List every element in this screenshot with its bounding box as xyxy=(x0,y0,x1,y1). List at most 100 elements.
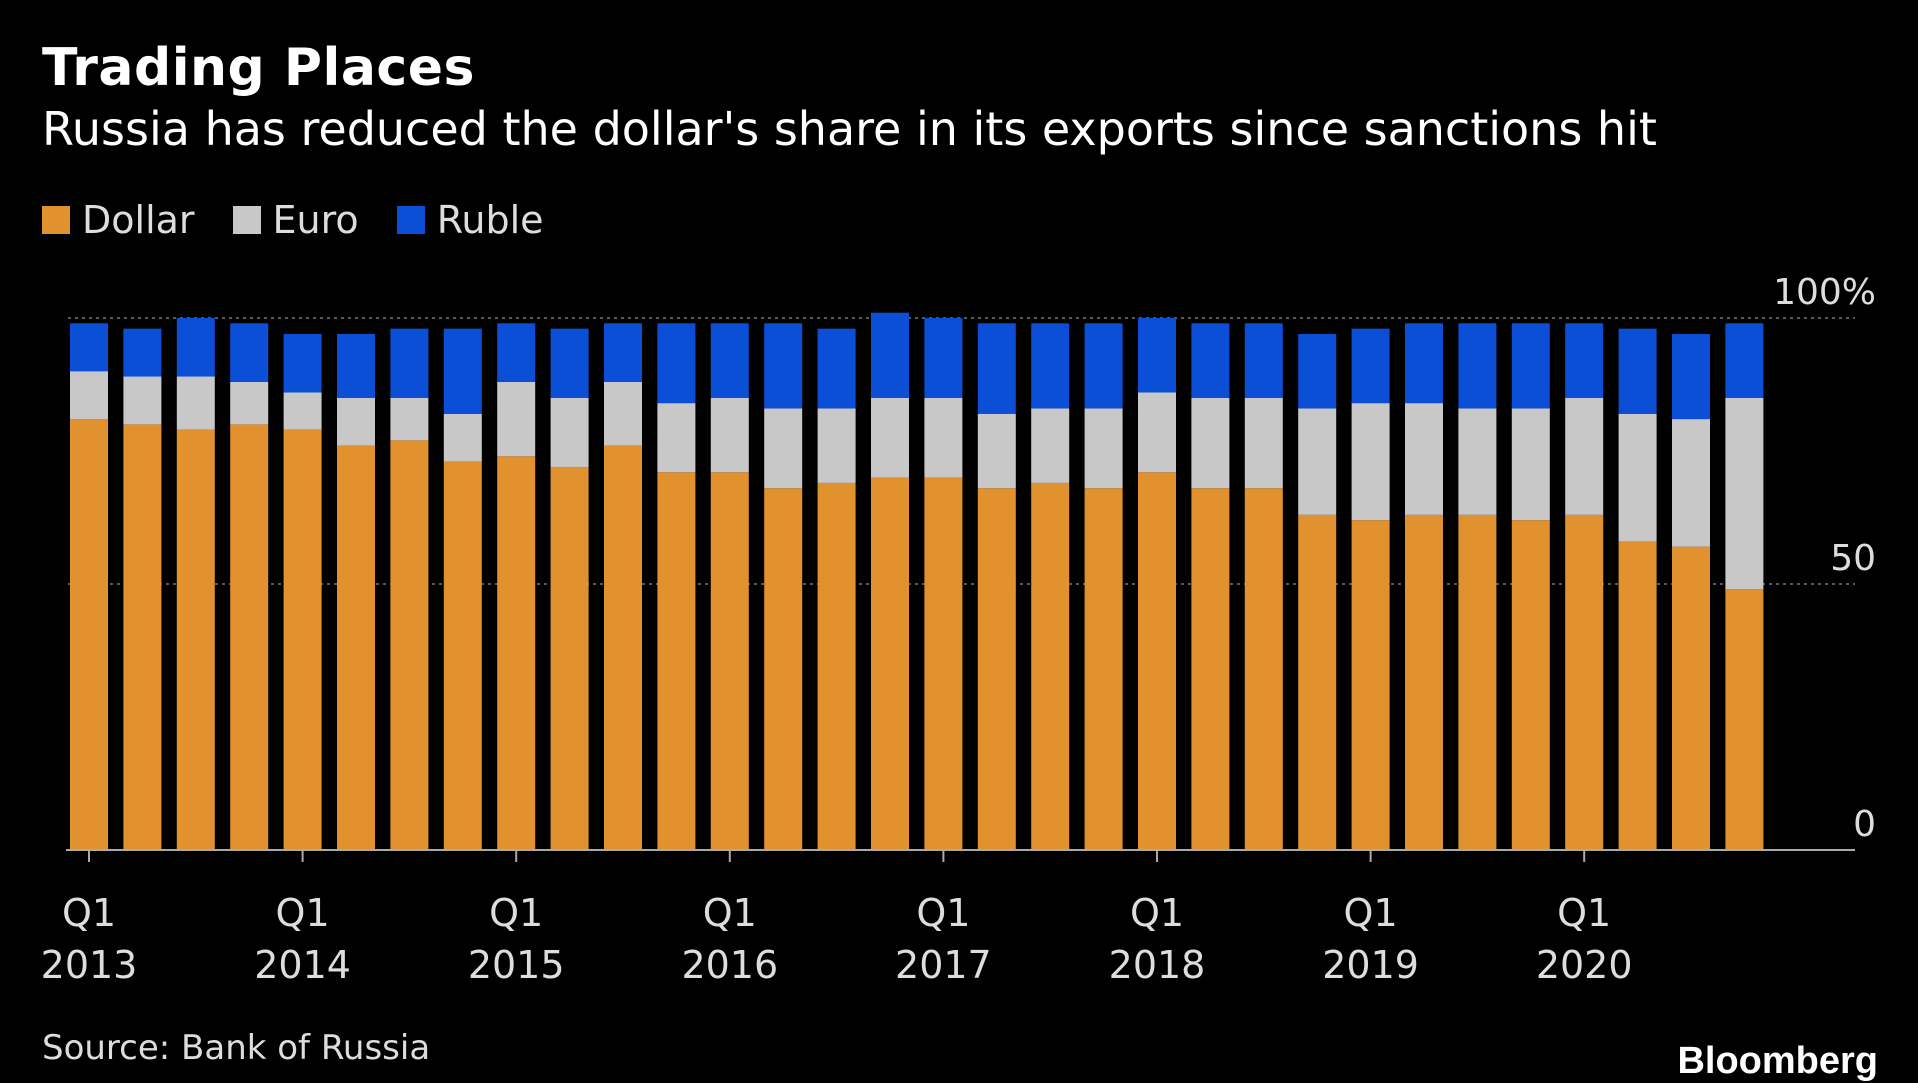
source-note: Source: Bank of Russia xyxy=(42,1028,431,1068)
x-tick-label-q-2018: Q1 xyxy=(1130,891,1184,935)
legend-label-ruble: Ruble xyxy=(436,198,544,242)
bar-dollar-22 xyxy=(1191,488,1230,850)
bar-dollar-20 xyxy=(1084,488,1123,850)
bar-ruble-17 xyxy=(924,318,963,398)
bloomberg-logo: Bloomberg xyxy=(1677,1040,1878,1082)
x-tick-label-year-2014: 2014 xyxy=(254,943,351,987)
bar-euro-26 xyxy=(1405,403,1443,515)
bar-dollar-17 xyxy=(924,477,963,850)
bar-ruble-15 xyxy=(817,328,856,409)
bar-ruble-5 xyxy=(283,333,322,393)
bar-ruble-8 xyxy=(443,328,482,414)
x-tick-label-q-2015: Q1 xyxy=(489,891,543,935)
bar-ruble-29 xyxy=(1565,323,1604,398)
bar-ruble-26 xyxy=(1405,323,1443,404)
y-tick-label-100: 100% xyxy=(1773,272,1876,313)
bar-euro-23 xyxy=(1244,397,1283,489)
bar-euro-25 xyxy=(1351,403,1390,521)
x-tick-label-q-2016: Q1 xyxy=(703,891,757,935)
bar-dollar-16 xyxy=(871,477,909,850)
legend-item-dollar: Dollar xyxy=(42,198,195,242)
bar-euro-17 xyxy=(924,397,963,478)
bar-euro-28 xyxy=(1511,408,1550,521)
x-tick-label-year-2015: 2015 xyxy=(468,943,565,987)
bar-dollar-4 xyxy=(230,424,269,850)
x-tick-label-year-2019: 2019 xyxy=(1322,943,1419,987)
bar-euro-27 xyxy=(1458,408,1497,515)
bar-euro-19 xyxy=(1031,408,1070,483)
bar-euro-11 xyxy=(604,381,642,446)
bar-euro-2 xyxy=(123,376,162,425)
x-tick-label-year-2017: 2017 xyxy=(895,943,992,987)
bar-dollar-7 xyxy=(390,440,429,850)
bar-euro-29 xyxy=(1565,397,1604,515)
bar-dollar-12 xyxy=(657,472,696,850)
bar-euro-9 xyxy=(497,381,536,457)
bar-dollar-31 xyxy=(1672,546,1710,850)
bar-euro-21 xyxy=(1138,392,1176,473)
bar-dollar-14 xyxy=(764,488,803,850)
bar-dollar-25 xyxy=(1351,520,1390,850)
bar-dollar-9 xyxy=(497,456,536,850)
bar-dollar-32 xyxy=(1725,589,1764,850)
bar-ruble-11 xyxy=(604,323,642,382)
chart-title: Trading Places xyxy=(42,38,475,98)
bar-euro-4 xyxy=(230,381,269,425)
bar-euro-16 xyxy=(871,397,909,478)
chart-subtitle: Russia has reduced the dollar's share in… xyxy=(42,102,1657,156)
x-tick-label-q-2019: Q1 xyxy=(1344,891,1398,935)
bar-dollar-15 xyxy=(817,482,856,850)
bar-ruble-20 xyxy=(1084,323,1123,409)
bar-euro-32 xyxy=(1725,397,1764,590)
bar-euro-6 xyxy=(337,397,375,446)
x-tick-label-q-2014: Q1 xyxy=(276,891,330,935)
bar-euro-12 xyxy=(657,403,696,473)
bar-ruble-24 xyxy=(1298,333,1337,409)
bar-ruble-22 xyxy=(1191,323,1230,398)
bar-euro-8 xyxy=(443,413,482,462)
bar-dollar-8 xyxy=(443,461,482,850)
bar-dollar-6 xyxy=(337,445,375,850)
bar-ruble-32 xyxy=(1725,323,1764,398)
bar-euro-1 xyxy=(70,371,108,420)
bar-ruble-25 xyxy=(1351,328,1390,404)
bar-dollar-13 xyxy=(710,472,749,850)
bar-euro-13 xyxy=(710,397,749,473)
bar-dollar-24 xyxy=(1298,514,1337,850)
bar-dollar-28 xyxy=(1511,520,1550,850)
bar-euro-24 xyxy=(1298,408,1337,515)
bar-euro-22 xyxy=(1191,397,1230,489)
bar-ruble-10 xyxy=(550,328,589,398)
bar-dollar-2 xyxy=(123,424,162,850)
bar-euro-7 xyxy=(390,397,429,441)
bar-euro-3 xyxy=(176,376,215,430)
bar-euro-15 xyxy=(817,408,856,483)
x-tick-label-q-2020: Q1 xyxy=(1557,891,1611,935)
x-tick-label-year-2020: 2020 xyxy=(1536,943,1633,987)
legend-item-ruble: Ruble xyxy=(396,198,544,242)
bar-dollar-21 xyxy=(1138,472,1176,850)
bar-euro-10 xyxy=(550,397,589,467)
legend-label-dollar: Dollar xyxy=(82,198,195,242)
legend-swatch-euro xyxy=(232,206,261,234)
legend-swatch-ruble xyxy=(396,206,425,234)
bar-dollar-23 xyxy=(1244,488,1283,850)
bar-euro-5 xyxy=(283,392,322,430)
bar-euro-30 xyxy=(1618,413,1657,542)
bar-dollar-29 xyxy=(1565,514,1604,850)
x-tick-label-q-2017: Q1 xyxy=(916,891,970,935)
y-tick-label-50: 50 xyxy=(1830,538,1876,579)
bar-euro-14 xyxy=(764,408,803,489)
bar-ruble-30 xyxy=(1618,328,1657,414)
bar-dollar-30 xyxy=(1618,541,1657,850)
bar-ruble-23 xyxy=(1244,323,1283,398)
bar-ruble-2 xyxy=(123,328,162,377)
x-tick-label-year-2018: 2018 xyxy=(1109,943,1206,987)
legend: Dollar Euro Ruble xyxy=(42,198,582,242)
bar-ruble-3 xyxy=(176,318,215,377)
bar-ruble-7 xyxy=(390,328,429,398)
bar-ruble-13 xyxy=(710,323,749,398)
bar-dollar-11 xyxy=(604,445,642,850)
bar-ruble-31 xyxy=(1672,333,1710,420)
